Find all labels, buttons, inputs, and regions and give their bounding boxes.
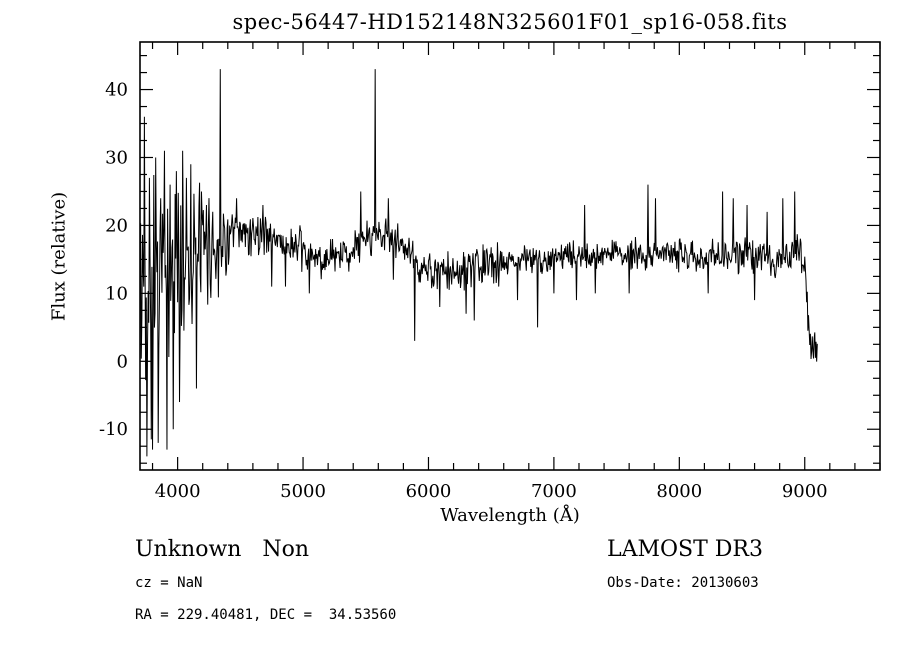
- x-tick-label: 8000: [656, 481, 702, 502]
- ra-dec-value: RA = 229.40481, DEC = 34.53560: [135, 607, 397, 623]
- x-axis-label: Wavelength (Å): [440, 505, 580, 526]
- y-tick-label: -10: [99, 419, 128, 440]
- survey-release-label: LAMOST DR3: [607, 537, 763, 562]
- x-tick-label: 4000: [155, 481, 201, 502]
- obs-date-value: Obs-Date: 20130603: [607, 575, 759, 591]
- x-tick-label: 6000: [406, 481, 452, 502]
- x-tick-label: 9000: [782, 481, 828, 502]
- y-tick-label: 30: [105, 147, 128, 168]
- y-tick-label: 20: [105, 215, 128, 236]
- x-tick-label: 5000: [280, 481, 326, 502]
- y-tick-label: 0: [117, 351, 128, 372]
- x-tick-label: 7000: [531, 481, 577, 502]
- classification-label: Unknown Non: [135, 537, 310, 562]
- plot-title: spec-56447-HD152148N325601F01_sp16-058.f…: [232, 10, 788, 34]
- y-tick-label: 10: [105, 283, 128, 304]
- y-tick-label: 40: [105, 80, 128, 101]
- cz-value: cz = NaN: [135, 575, 203, 591]
- spectrum-flux-trace: [139, 69, 818, 457]
